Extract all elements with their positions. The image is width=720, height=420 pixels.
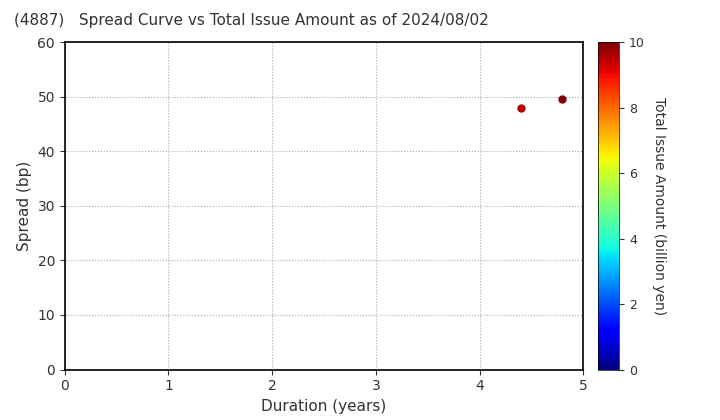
Y-axis label: Spread (bp): Spread (bp) [17,161,32,251]
Point [516,104,527,111]
X-axis label: Duration (years): Duration (years) [261,399,387,414]
Y-axis label: Total Issue Amount (billion yen): Total Issue Amount (billion yen) [652,97,665,315]
Text: (4887)   Spread Curve vs Total Issue Amount as of 2024/08/02: (4887) Spread Curve vs Total Issue Amoun… [14,13,489,28]
Point [557,96,568,103]
